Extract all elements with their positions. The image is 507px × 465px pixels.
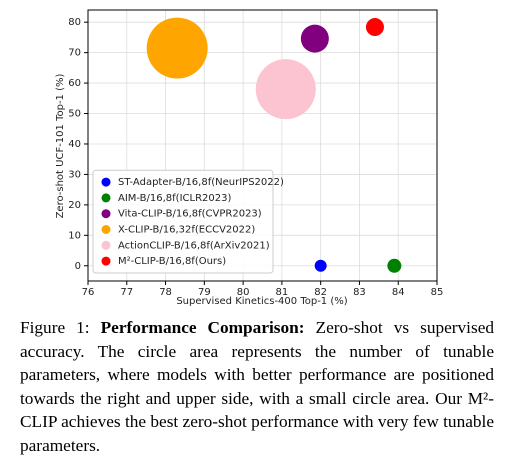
legend-label: Vita-CLIP-B/16,8f(CVPR2023) xyxy=(118,209,262,220)
x-axis-label: Supervised Kinetics-400 Top-1 (%) xyxy=(176,296,347,307)
plot-frame xyxy=(87,9,438,282)
x-tick-label: 78 xyxy=(159,287,172,298)
x-tick-label: 79 xyxy=(198,287,211,298)
legend-marker xyxy=(101,240,111,250)
legend-marker xyxy=(101,256,111,266)
x-tick-label: 85 xyxy=(431,287,444,298)
legend: ST-Adapter-B/16,8f(NeurIPS2022) AIM-B/16,… xyxy=(92,169,284,274)
caption-heading: Performance Comparison: xyxy=(100,318,305,337)
legend-label: M²-CLIP-B/16,8f(Ours) xyxy=(118,256,226,267)
legend-label: ActionCLIP-B/16,8f(ArXiv2021) xyxy=(118,240,270,251)
y-tick-label: 20 xyxy=(68,200,81,211)
y-tick-label: 0 xyxy=(75,261,81,272)
bubble xyxy=(387,258,402,273)
y-tick-label: 70 xyxy=(68,48,81,59)
bubble xyxy=(365,18,384,37)
y-tick-label: 30 xyxy=(68,169,81,180)
legend-label: X-CLIP-B/16,32f(ECCV2022) xyxy=(118,225,255,236)
caption-text: Zero-shot vs supervised accuracy. The ci… xyxy=(20,318,495,455)
x-tick-label: 84 xyxy=(392,287,405,298)
x-tick-label: 77 xyxy=(120,287,133,298)
bubble xyxy=(255,59,316,120)
y-tick-label: 10 xyxy=(68,230,81,241)
chart: Supervised Kinetics-400 Top-1 (%) Zero-s… xyxy=(55,9,444,307)
y-tick-label: 40 xyxy=(68,139,81,150)
y-tick-label: 60 xyxy=(68,78,81,89)
legend-label: AIM-B/16,8f(ICLR2023) xyxy=(118,193,231,204)
x-tick-label: 80 xyxy=(237,287,250,298)
bubble xyxy=(300,24,329,53)
x-tick-label: 82 xyxy=(314,287,327,298)
bubble xyxy=(146,17,208,79)
bubble xyxy=(314,259,327,272)
y-axis-label: Zero-shot UCF-101 Top-1 (%) xyxy=(55,73,66,218)
legend-marker xyxy=(101,209,111,219)
y-tick-label: 50 xyxy=(68,109,81,120)
x-tick-label: 83 xyxy=(353,287,366,298)
legend-marker xyxy=(101,193,111,203)
legend-box xyxy=(92,169,274,274)
x-tick-label: 76 xyxy=(82,287,95,298)
y-tick-label: 80 xyxy=(68,17,81,28)
legend-label: ST-Adapter-B/16,8f(NeurIPS2022) xyxy=(118,177,284,188)
caption-label: Figure 1: xyxy=(20,318,90,337)
legend-marker xyxy=(101,177,111,187)
x-tick-label: 81 xyxy=(276,287,289,298)
caption: Figure 1: Performance Comparison: Zero-s… xyxy=(20,316,494,457)
legend-marker xyxy=(101,225,111,234)
